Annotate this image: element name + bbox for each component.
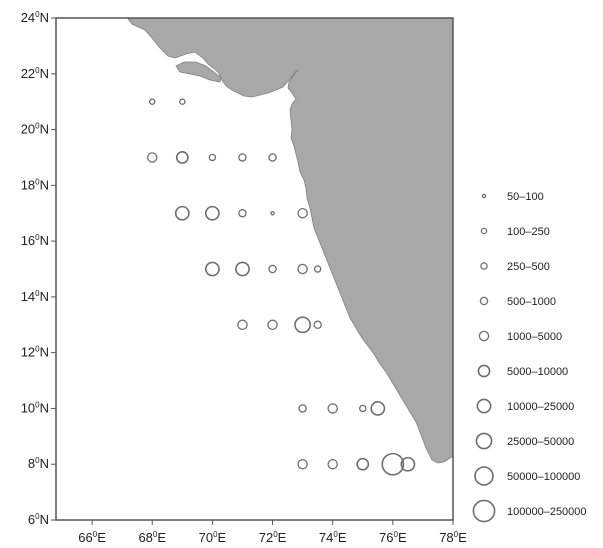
station-marker	[294, 316, 312, 334]
legend-symbol	[480, 262, 488, 270]
station-marker	[179, 98, 186, 105]
station-marker	[238, 208, 247, 218]
lat-tick-label: 100N	[21, 400, 49, 415]
station-marker	[313, 265, 322, 273]
lat-tick-label: 200N	[21, 122, 49, 137]
legend-label: 500–1000	[507, 296, 556, 308]
station-marker	[297, 263, 308, 275]
legend-symbol	[472, 499, 496, 523]
lat-tick-label: 220N	[21, 66, 49, 81]
lat-tick-label: 240N	[21, 10, 49, 25]
latitude-axis: 240N 220N 200N 180N 160N 140N 120N 100N 80N 60N	[21, 10, 56, 527]
legend-symbol	[477, 364, 491, 378]
station-marker	[381, 452, 405, 476]
legend-symbol	[480, 227, 488, 235]
longitude-axis: 660E 680E 700E 720E 740E 760E 780E	[78, 520, 467, 545]
legend-label: 25000–50000	[507, 436, 574, 448]
gulf-island	[175, 61, 222, 83]
legend-symbol	[476, 398, 492, 414]
station-marker	[370, 401, 386, 416]
legend-symbol	[478, 330, 490, 342]
station-markers	[146, 98, 416, 476]
legend-label: 100–250	[507, 226, 550, 238]
station-marker	[238, 153, 247, 162]
lat-tick-label: 180N	[21, 177, 49, 192]
station-marker	[359, 404, 367, 413]
lon-tick-label: 660E	[78, 530, 106, 545]
station-marker	[237, 319, 248, 331]
legend-label: 250–500	[507, 261, 550, 273]
land-mass	[126, 18, 453, 464]
station-marker	[208, 153, 217, 162]
legend-label: 5000–10000	[507, 366, 568, 378]
station-marker	[267, 319, 278, 331]
station-marker	[298, 404, 307, 413]
lat-tick-label: 140N	[21, 289, 49, 304]
station-marker	[327, 403, 338, 414]
lon-tick-label: 700E	[199, 530, 227, 545]
station-marker	[204, 261, 220, 277]
station-marker	[297, 207, 308, 219]
legend-symbol	[475, 432, 493, 450]
lon-tick-label: 740E	[319, 530, 347, 545]
lon-tick-label: 780E	[439, 530, 467, 545]
station-marker	[148, 98, 156, 105]
legend-label: 100000–250000	[507, 506, 587, 518]
lon-tick-label: 760E	[379, 530, 407, 545]
station-marker	[400, 456, 416, 472]
legend-label: 10000–25000	[507, 401, 574, 413]
station-marker	[313, 320, 322, 330]
station-marker	[174, 205, 190, 221]
lat-tick-label: 60N	[28, 512, 49, 527]
station-marker	[204, 205, 220, 221]
legend-symbol	[474, 466, 494, 486]
legend-symbol	[481, 193, 487, 199]
station-marker	[235, 261, 250, 277]
lat-tick-label: 80N	[28, 456, 49, 471]
station-marker	[146, 152, 158, 163]
station-marker	[268, 153, 277, 162]
station-marker	[175, 151, 189, 164]
legend-label: 50000–100000	[507, 471, 580, 483]
station-marker	[327, 458, 338, 470]
station-marker	[356, 457, 370, 471]
lat-tick-label: 120N	[21, 345, 49, 360]
legend-label: 1000–5000	[507, 331, 562, 343]
lat-tick-label: 160N	[21, 233, 49, 248]
abundance-legend: 50–100 100–250 250–500 500–1000 1000–5000 500…	[472, 191, 587, 523]
legend-label: 50–100	[507, 191, 544, 203]
legend-symbol	[479, 296, 489, 306]
map-frame	[55, 17, 454, 521]
station-marker	[268, 264, 277, 274]
lon-tick-label: 720E	[259, 530, 287, 545]
station-marker	[270, 210, 275, 216]
station-marker	[297, 458, 308, 470]
lon-tick-label: 680E	[138, 530, 166, 545]
